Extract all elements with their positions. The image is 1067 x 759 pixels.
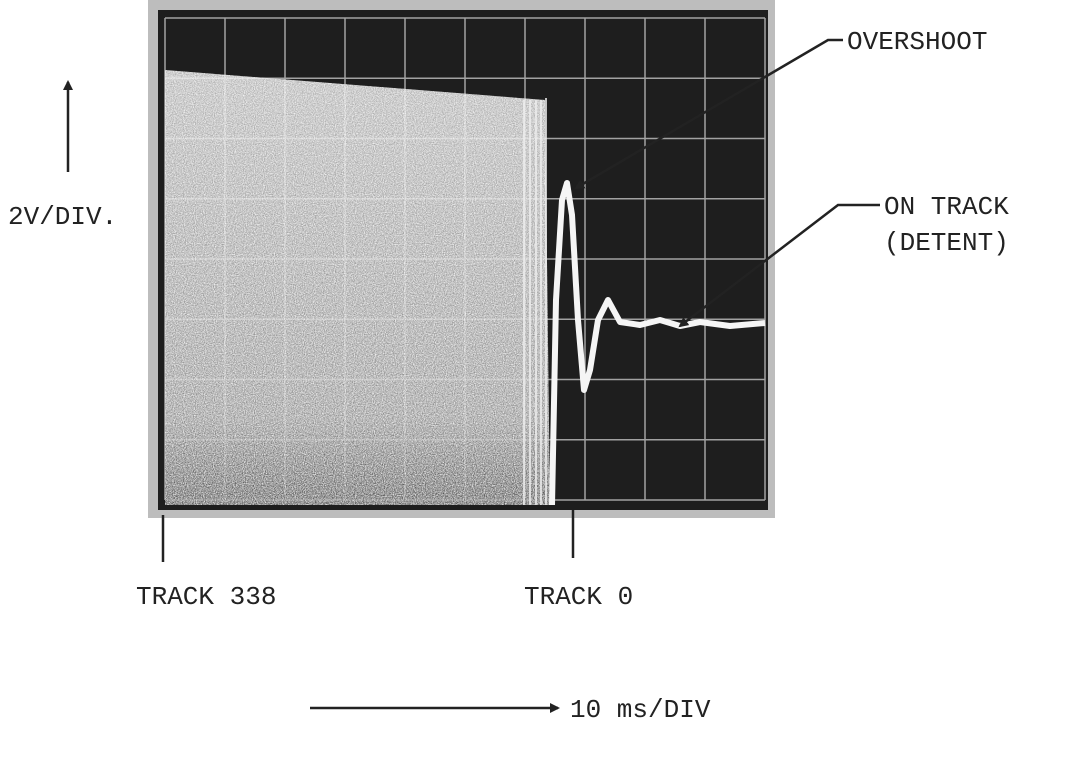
overshoot-leader [574,38,843,190]
horizontal-scale-label: 10 ms/DIV [570,695,711,725]
track-0-label: TRACK 0 [524,582,633,612]
vertical-scale-label: 2V/DIV. [8,202,117,232]
track-338-label: TRACK 338 [136,582,276,612]
on-track-leader [678,203,880,328]
detent-label: (DETENT) [884,228,1009,258]
track-crossings [523,98,547,505]
seek-trace-noise [165,70,550,505]
on-track-label: ON TRACK [884,192,1009,222]
overshoot-label: OVERSHOOT [847,27,987,57]
